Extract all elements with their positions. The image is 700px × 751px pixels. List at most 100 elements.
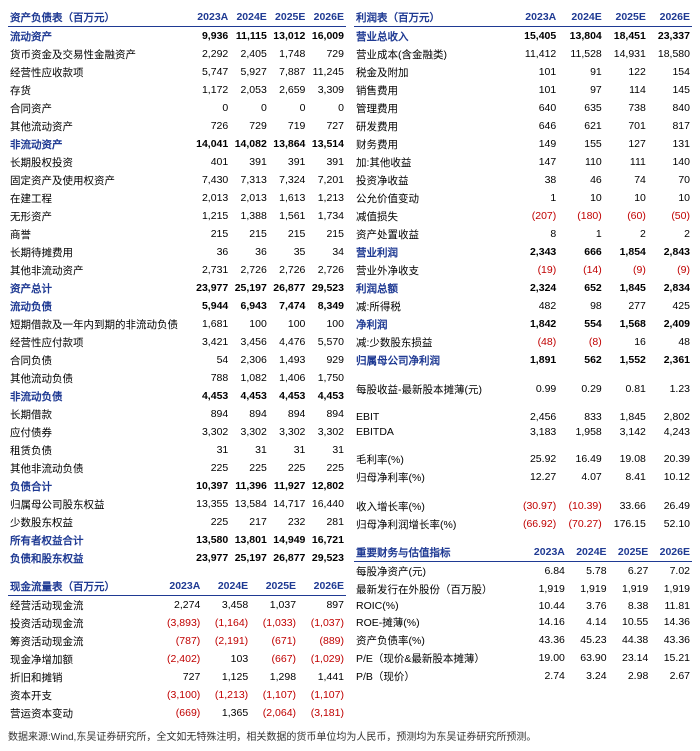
cell-value: 16,009 [307, 27, 346, 46]
cell-value: 25,197 [230, 279, 269, 297]
row-label: 经营性应付款项 [8, 333, 192, 351]
cell-value: 727 [154, 668, 202, 686]
year-header: 2024E [202, 577, 250, 596]
cell-value: (1,213) [202, 686, 250, 704]
cell-value: 176.15 [604, 515, 648, 533]
cell-value: 16,440 [307, 495, 346, 513]
cell-value: 91 [558, 63, 604, 81]
cell-value: 101 [513, 81, 559, 99]
row-label: 营业成本(含金融类) [354, 45, 513, 63]
cell-value: (9) [604, 261, 648, 279]
cell-value: 215 [192, 225, 231, 243]
cell-value: 38 [513, 171, 559, 189]
cell-value [558, 486, 604, 497]
cell-value: 10,397 [192, 477, 231, 495]
cell-value: 701 [604, 117, 648, 135]
cell-value: 8.38 [609, 598, 651, 613]
cell-value: 562 [558, 351, 604, 369]
cell-value: 14,041 [192, 135, 231, 153]
cell-value: 11,396 [230, 477, 269, 495]
cell-value: 2,409 [648, 315, 692, 333]
cell-value: 20.39 [648, 450, 692, 468]
cell-value: 277 [604, 297, 648, 315]
cell-value: 7.02 [650, 562, 692, 581]
year-header: 2025E [250, 577, 298, 596]
cell-value: 635 [558, 99, 604, 117]
row-label: 销售费用 [354, 81, 513, 99]
cell-value: 23,977 [192, 549, 231, 567]
cell-value: 35 [269, 243, 308, 261]
cell-value: 100 [269, 315, 308, 333]
cell-value: 34 [307, 243, 346, 261]
cell-value: 1,919 [609, 580, 651, 598]
cell-value: 4,243 [648, 424, 692, 439]
cell-value: 1,215 [192, 207, 231, 225]
cell-value: 4.14 [567, 613, 609, 631]
cell-value: 215 [230, 225, 269, 243]
cell-value: 2,324 [513, 279, 559, 297]
row-label: 其他流动资产 [8, 117, 192, 135]
cell-value: 225 [192, 513, 231, 531]
cell-value: 31 [307, 441, 346, 459]
cell-value: 5,570 [307, 333, 346, 351]
cell-value [558, 398, 604, 409]
year-header: 2025E [269, 8, 308, 27]
cell-value: 3,421 [192, 333, 231, 351]
cell-value: 145 [648, 81, 692, 99]
cell-value: 4,453 [307, 387, 346, 405]
cell-value: 149 [513, 135, 559, 153]
cell-value: 1,441 [298, 668, 346, 686]
cell-value: 23,977 [192, 279, 231, 297]
cell-value: 4,453 [269, 387, 308, 405]
cell-value: 25.92 [513, 450, 559, 468]
cell-value: 3,302 [307, 423, 346, 441]
cell-value: 10 [648, 189, 692, 207]
cell-value: 215 [269, 225, 308, 243]
cell-value: (14) [558, 261, 604, 279]
cell-value: 13,012 [269, 27, 308, 46]
row-label: 减值损失 [354, 207, 513, 225]
cell-value: 19.00 [524, 649, 566, 667]
cell-value: 1,854 [604, 243, 648, 261]
row-label: 在建工程 [8, 189, 192, 207]
cell-value: 1,298 [250, 668, 298, 686]
cell-value: 19.08 [604, 450, 648, 468]
row-label: 长期待摊费用 [8, 243, 192, 261]
row-label: 其他非流动资产 [8, 261, 192, 279]
cell-value: 48 [648, 333, 692, 351]
year-header: 2023A [154, 577, 202, 596]
cell-value [604, 398, 648, 409]
cell-value: 8.41 [604, 468, 648, 486]
cell-value: 2.74 [524, 667, 566, 685]
cell-value: 36 [192, 243, 231, 261]
row-label: 负债和股东权益 [8, 549, 192, 567]
cell-value: 7,430 [192, 171, 231, 189]
cell-value: 31 [192, 441, 231, 459]
cell-value: 1,082 [230, 369, 269, 387]
cell-value: 13,801 [230, 531, 269, 549]
cell-value: 1,561 [269, 207, 308, 225]
cell-value: 225 [192, 459, 231, 477]
cell-value: 26,877 [269, 279, 308, 297]
cell-value: (8) [558, 333, 604, 351]
row-label: 经营活动现金流 [8, 596, 154, 615]
cell-value: 646 [513, 117, 559, 135]
cell-value: (2,191) [202, 632, 250, 650]
row-label: 现金净增加额 [8, 650, 154, 668]
row-label: 固定资产及使用权资产 [8, 171, 192, 189]
cell-value: (50) [648, 207, 692, 225]
cell-value: 1,406 [269, 369, 308, 387]
cell-value: (9) [648, 261, 692, 279]
cell-value [558, 439, 604, 450]
cell-value: 0.81 [604, 380, 648, 398]
cell-value: 7,313 [230, 171, 269, 189]
cell-value: 2,726 [230, 261, 269, 279]
cell-value: 3,458 [202, 596, 250, 615]
row-label: EBITDA [354, 424, 513, 439]
cell-value: 232 [269, 513, 308, 531]
row-label: 归属母公司净利润 [354, 351, 513, 369]
row-label: 营业外净收支 [354, 261, 513, 279]
cell-value: 788 [192, 369, 231, 387]
cell-value: 114 [604, 81, 648, 99]
cell-value: 3.24 [567, 667, 609, 685]
